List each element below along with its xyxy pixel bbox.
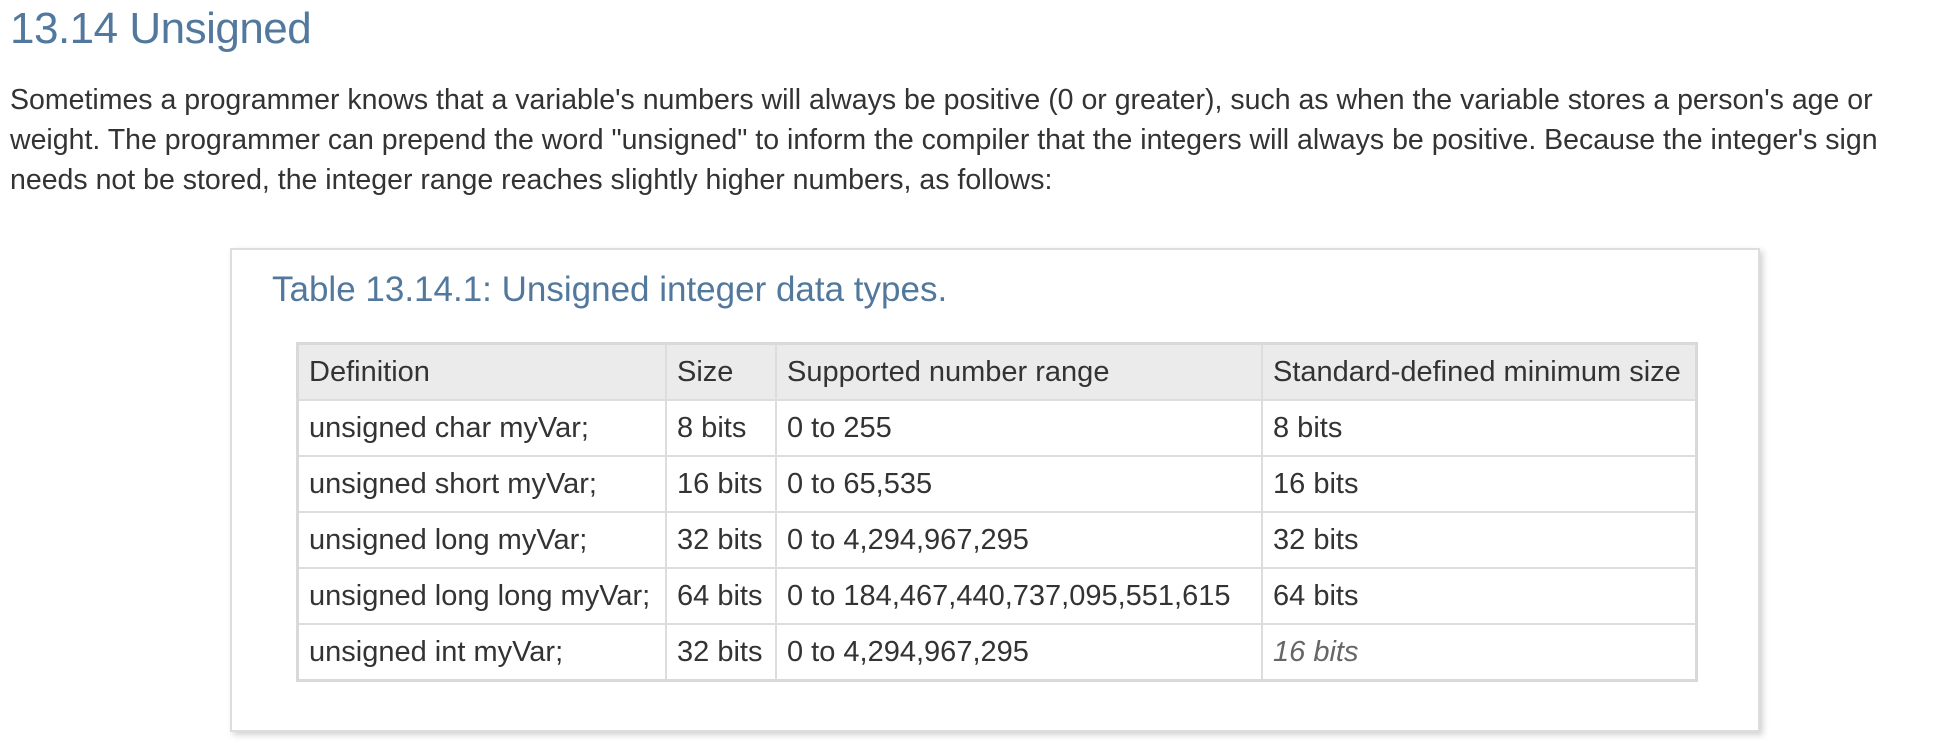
cell-min-size: 16 bits [1261,623,1698,682]
header-definition: Definition [296,342,667,401]
table-row: unsigned int myVar; 32 bits 0 to 4,294,9… [296,623,1698,682]
cell-min-size: 8 bits [1261,399,1698,457]
cell-min-size: 16 bits [1261,455,1698,513]
cell-definition: unsigned long myVar; [296,511,667,569]
cell-range: 0 to 4,294,967,295 [775,623,1263,682]
cell-definition: unsigned int myVar; [296,623,667,682]
cell-min-size: 64 bits [1261,567,1698,625]
cell-definition: unsigned char myVar; [296,399,667,457]
cell-range: 0 to 255 [775,399,1263,457]
cell-definition: unsigned long long myVar; [296,567,667,625]
cell-range: 0 to 184,467,440,737,095,551,615 [775,567,1263,625]
cell-definition: unsigned short myVar; [296,455,667,513]
header-range: Supported number range [775,342,1263,401]
cell-size: 32 bits [665,511,777,569]
table-caption: Table 13.14.1: Unsigned integer data typ… [272,270,948,309]
cell-size: 8 bits [665,399,777,457]
table-row: unsigned char myVar; 8 bits 0 to 255 8 b… [296,399,1698,457]
section-heading: 13.14 Unsigned [10,4,312,53]
unsigned-types-table: Definition Size Supported number range S… [296,342,1698,682]
cell-min-size: 32 bits [1261,511,1698,569]
table-row: unsigned long long myVar; 64 bits 0 to 1… [296,567,1698,625]
table-row: unsigned short myVar; 16 bits 0 to 65,53… [296,455,1698,513]
cell-size: 16 bits [665,455,777,513]
table-container: Table 13.14.1: Unsigned integer data typ… [230,248,1760,732]
cell-size: 64 bits [665,567,777,625]
header-min-size: Standard-defined minimum size [1261,342,1698,401]
header-size: Size [665,342,777,401]
table-row: unsigned long myVar; 32 bits 0 to 4,294,… [296,511,1698,569]
cell-range: 0 to 4,294,967,295 [775,511,1263,569]
table-header-row: Definition Size Supported number range S… [296,342,1698,401]
cell-range: 0 to 65,535 [775,455,1263,513]
cell-size: 32 bits [665,623,777,682]
intro-paragraph: Sometimes a programmer knows that a vari… [10,84,1878,196]
